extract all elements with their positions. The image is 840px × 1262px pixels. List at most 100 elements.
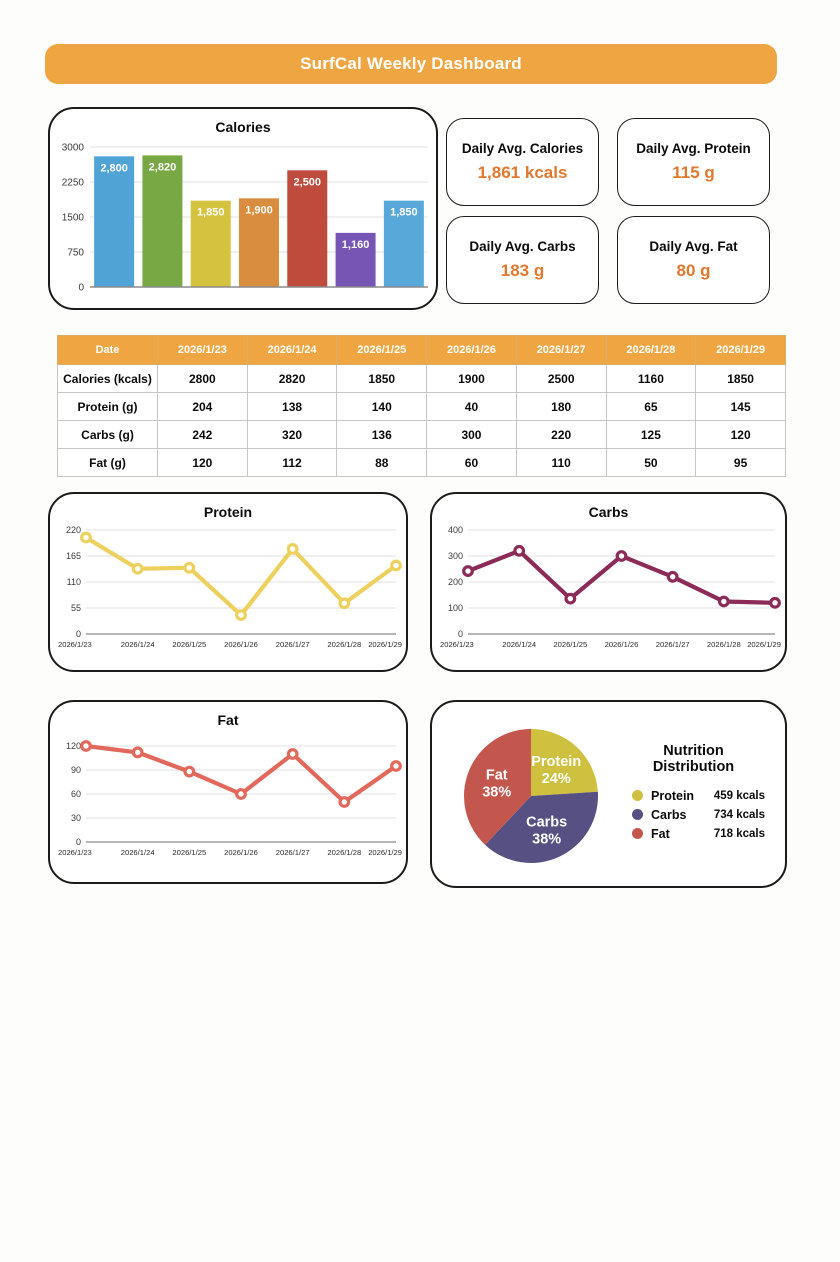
pie-slice-label: Protein — [531, 754, 581, 770]
protein-chart-card: Protein 0 55 110 165 220 2026/1/23 2026/1/24 20… — [48, 492, 408, 672]
table-cell: 242 — [157, 420, 248, 449]
header-bar: SurfCal Weekly Dashboard — [45, 44, 777, 84]
table-header-cell: 2026/1/28 — [605, 335, 697, 365]
fat-line-chart: 0 30 60 90 120 2026/1/23 2026/1/24 2026/1/25 202… — [58, 740, 402, 857]
y-axis-tick-label: 100 — [448, 603, 463, 613]
table-cell: 145 — [695, 392, 786, 421]
table-header-cell: 2026/1/29 — [695, 335, 786, 365]
stat-card-avg-carbs: Daily Avg. Carbs 183 g — [446, 216, 599, 304]
table-cell: 136 — [336, 420, 428, 449]
calories-bar-chart: 0 750 1500 2250 3000 2,800 2,820 1,850 1,900 2,50… — [62, 143, 428, 294]
table-header-cell: Date — [57, 335, 158, 365]
legend-value: 734 kcals — [713, 808, 765, 821]
pie-slice-label: Fat — [486, 767, 508, 783]
nutrition-table: Date 2026/1/23 2026/1/24 2026/1/25 2026/1/26… — [57, 335, 786, 477]
stat-card-avg-protein: Daily Avg. Protein 115 g — [617, 118, 770, 206]
y-axis-tick-label: 110 — [67, 577, 81, 587]
carbs-chart-card: Carbs 0 100 200 300 400 2026/1/23 2026/1/24 202… — [430, 492, 787, 672]
x-axis-tick-label: 2026/1/28 — [707, 640, 741, 649]
stat-label: Daily Avg. Carbs — [469, 239, 576, 254]
data-point — [183, 561, 196, 574]
x-axis-tick-label: 2026/1/25 — [553, 640, 587, 649]
stat-label: Daily Avg. Calories — [461, 141, 584, 156]
x-axis-tick-label: 2026/1/24 — [502, 640, 536, 649]
table-cell: 88 — [336, 448, 428, 477]
pie-slice-pct-label: 38% — [482, 784, 511, 800]
table-row: Protein (g) 204 138 140 40 180 65 145 — [57, 392, 786, 421]
y-axis-tick-label: 750 — [67, 248, 84, 259]
table-cell: 140 — [336, 392, 428, 421]
data-point — [338, 796, 351, 808]
legend-label: Fat — [651, 826, 670, 841]
bar — [94, 156, 135, 287]
data-point — [338, 597, 351, 610]
table-cell: 320 — [246, 420, 338, 449]
table-cell: 40 — [426, 392, 517, 421]
x-axis-tick-label: 2026/1/27 — [276, 640, 310, 649]
y-axis-tick-label: 300 — [448, 551, 463, 561]
x-axis-tick-label: 2026/1/29 — [368, 848, 402, 857]
bar — [239, 198, 279, 287]
x-axis-tick-label: 2026/1/24 — [121, 640, 155, 649]
table-cell: 112 — [246, 448, 338, 477]
table-row: Calories (kcals) 2800 2820 1850 1900 2500 1160… — [57, 364, 786, 393]
table-cell: 125 — [605, 420, 697, 449]
table-cell: 120 — [695, 420, 786, 449]
stat-label: Daily Avg. Protein — [636, 141, 751, 156]
table-cell: 1900 — [426, 364, 517, 393]
data-point — [513, 544, 526, 557]
legend-label: Carbs — [651, 807, 687, 822]
data-point — [131, 562, 144, 575]
pie-legend-title: Nutrition Distribution — [652, 742, 735, 775]
table-cell: 300 — [426, 420, 517, 449]
data-point — [615, 550, 628, 562]
bar — [335, 232, 376, 287]
x-axis-tick-label: 2026/1/23 — [58, 848, 92, 857]
y-axis-tick-label: 1500 — [62, 213, 85, 224]
table-cell: Carbs (g) — [57, 420, 158, 449]
fat-chart-card: Fat 0 30 60 90 120 2026/1/23 2026/1/24 2026/1/2… — [48, 700, 408, 884]
x-axis-tick-label: 2026/1/23 — [58, 640, 92, 649]
y-axis-tick-label: 3000 — [62, 143, 85, 154]
data-point — [235, 609, 247, 621]
table-cell: 110 — [515, 448, 607, 477]
data-point — [666, 570, 679, 583]
bar-value-label: 2,500 — [294, 176, 322, 188]
pie-legend: Nutrition Distribution Protein 459 kcals… — [622, 743, 765, 846]
y-axis-tick-label: 55 — [71, 603, 81, 613]
x-axis-tick-label: 2026/1/27 — [276, 848, 310, 857]
table-cell: Calories (kcals) — [57, 364, 158, 393]
table-header-cell: 2026/1/26 — [426, 335, 517, 365]
legend-label: Protein — [651, 788, 695, 803]
pie-slice-pct-label: 24% — [542, 771, 571, 787]
data-point — [80, 531, 92, 544]
table-cell: 1850 — [695, 364, 786, 393]
table-cell: 1850 — [336, 364, 428, 393]
fat-chart-title: Fat — [217, 712, 239, 728]
table-header-cell: 2026/1/23 — [157, 335, 248, 365]
x-axis-tick-label: 2026/1/26 — [224, 640, 258, 649]
stat-value: 1,861 kcals — [477, 163, 568, 182]
table-cell: 60 — [426, 448, 517, 477]
table-cell: 1160 — [605, 364, 697, 393]
table-header-cell: 2026/1/27 — [515, 335, 607, 365]
pie-slice-protein — [531, 729, 598, 796]
bar-value-label: 1,900 — [245, 204, 273, 216]
legend-row-carbs: Carbs 734 kcals — [632, 808, 765, 822]
y-axis-tick-label: 165 — [66, 551, 81, 561]
stat-value: 115 g — [672, 163, 715, 182]
stat-card-avg-fat: Daily Avg. Fat 80 g — [617, 216, 770, 304]
table-cell: Protein (g) — [57, 392, 158, 421]
y-axis-tick-label: 60 — [71, 789, 81, 799]
y-axis-tick-label: 220 — [66, 525, 81, 535]
pie-slice-fat — [464, 729, 531, 845]
bar — [383, 200, 424, 287]
bar — [287, 170, 328, 287]
x-axis-tick-label: 2026/1/24 — [121, 848, 155, 857]
table-cell: 138 — [246, 392, 338, 421]
carbs-chart-title: Carbs — [588, 504, 629, 520]
table-cell: 220 — [515, 420, 607, 449]
pie-slice-carbs — [485, 791, 599, 863]
